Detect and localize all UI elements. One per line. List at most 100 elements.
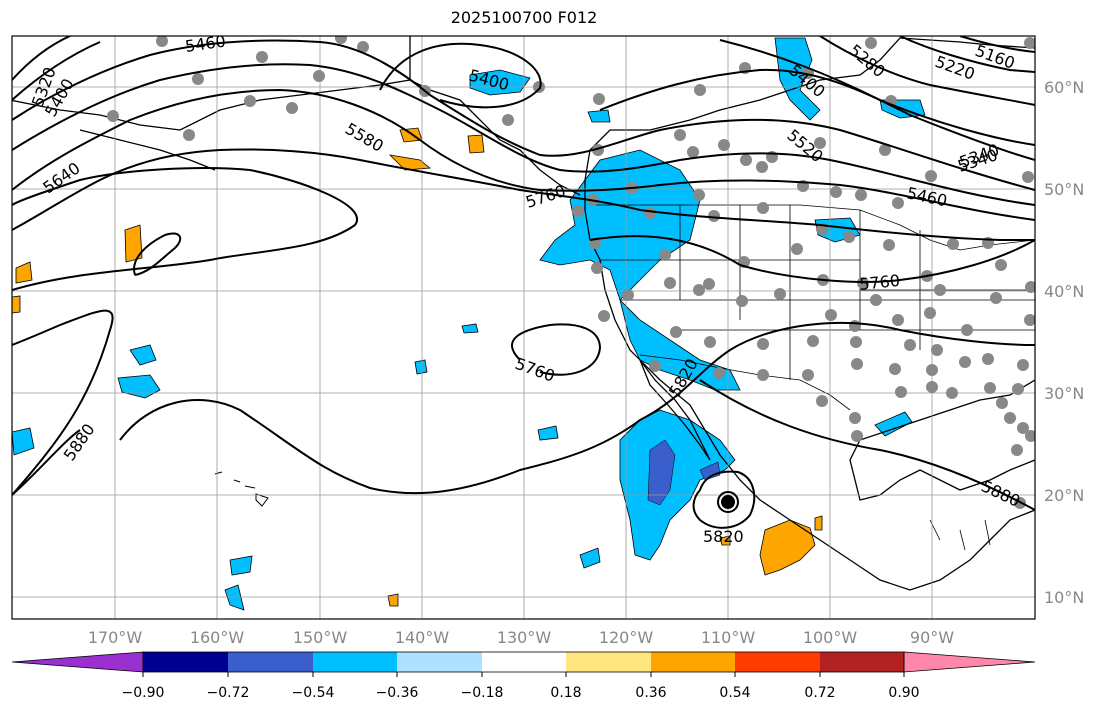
shade-baja-core-2 [699,461,721,481]
lon-axis-labels: 170°W 160°W 150°W 140°W 130°W 120°W 110°… [88,628,954,647]
lon-tick-label: 130°W [497,628,552,647]
colorbar-tick-label: 0.90 [888,685,919,701]
shade-gulf-alaska-3 [467,134,485,154]
colorbar-tick-label: 0.18 [550,685,581,701]
colorbar-swatch [397,652,482,672]
lon-tick-label: 140°W [395,628,450,647]
contour-5880-main [12,322,1035,496]
contour-5580 [12,88,1035,221]
shade-mx-small-2 [814,515,823,531]
colorbar-tick-label: 0.54 [719,685,750,701]
contour-5760-pac [12,167,358,291]
shade-pac-w-3 [12,295,21,314]
contour-inner-loop [133,232,182,276]
lon-tick-label: 170°W [88,628,143,647]
contour-label: 5760 [858,271,900,294]
colorbar-swatch [482,652,566,672]
contour-5520 [12,63,1035,206]
colorbar-extend-low [11,651,144,673]
lon-tick-label: 90°W [910,628,954,647]
lat-tick-label: 60°N [1044,78,1084,97]
colorbar-tick-label: −0.54 [292,685,335,701]
colorbar-swatch [143,652,228,672]
shade-mexico-coast [759,519,816,576]
shade-pac-3 [12,427,35,456]
shade-pac-5 [224,584,245,611]
colorbar-tick-label: −0.90 [122,685,165,701]
colorbar-swatch [820,652,904,672]
shade-pac-9 [461,323,479,334]
colorbar-ticks [142,672,905,677]
contour-5280 [819,36,1035,106]
coast-gulf-of-mexico [849,379,1035,501]
low-center-dot [721,495,735,509]
shaded-positive-regions [12,127,823,607]
shade-pac-w-1 [124,224,143,263]
shade-pac-w-2 [15,261,33,284]
shade-pac-6 [537,425,559,441]
shade-mx-small [719,535,731,546]
shade-pac-4 [229,555,253,576]
shaded-strong-negative [647,439,721,506]
contour-5340 [12,36,1035,146]
contour-label: 5460 [184,31,227,55]
lat-tick-label: 20°N [1044,486,1084,505]
colorbar-tick-label: −0.18 [461,685,504,701]
shade-pac-1 [129,344,157,366]
colorbar-swatch [651,652,735,672]
shade-west-coast [539,149,741,391]
colorbar-swatch [735,652,820,672]
shade-baja-core [647,439,676,506]
contour-5160 [959,36,1035,53]
colorbar-extend-high [903,651,1036,673]
lon-tick-label: 150°W [293,628,348,647]
contour-5640 [12,148,1035,241]
shade-pac-2 [117,374,161,399]
shade-pac-s [387,593,399,607]
lat-axis-labels: 60°N 50°N 40°N 30°N 20°N 10°N [1044,78,1084,607]
aleutians [79,129,216,171]
lon-tick-label: 160°W [190,628,245,647]
colorbar-tick-label: −0.72 [207,685,250,701]
contour-5400 [12,41,1035,161]
colorbar-tick-label: −0.36 [376,685,419,701]
coast-alaska [12,36,581,196]
colorbar-tick-label: 0.72 [804,685,835,701]
lon-tick-label: 120°W [599,628,654,647]
coast-north-america-west [584,37,1035,591]
lat-tick-label: 10°N [1044,588,1084,607]
coastlines [12,36,1035,591]
contour-low-center [717,491,739,513]
contour-5760-cont [589,235,1035,283]
shade-pac-8 [414,359,428,375]
contour-5760-loop [510,323,602,376]
lon-tick-label: 100°W [803,628,858,647]
shade-gulf-alaska-2 [388,154,432,171]
graticule [12,36,1035,619]
colorbar-swatch [313,652,397,672]
contour-label: 5820 [703,527,744,546]
contour-5880-west [12,309,114,496]
lat-tick-label: 30°N [1044,384,1084,403]
map-frame [11,35,1036,620]
colorbar: −0.90 −0.72 −0.54 −0.36 −0.18 0.18 0.36 … [11,651,1036,701]
lat-tick-label: 50°N [1044,180,1084,199]
contour-5460 [12,39,1035,191]
map-background [12,36,1035,619]
shade-pac-7 [579,547,601,569]
colorbar-tick-label: 0.36 [635,685,666,701]
lat-tick-label: 40°N [1044,282,1084,301]
colorbar-swatch [566,652,651,672]
colorbar-swatch [228,652,313,672]
contour-5820 [692,470,756,529]
colorbar-outline [142,651,905,673]
contour-5880-east [699,379,1035,511]
contour-5220 [899,36,1035,73]
height-contours [12,36,1035,529]
hawaii-islands [214,471,269,507]
shade-baja-plume [619,409,736,561]
shade-nw-pacific [469,69,531,96]
lon-tick-label: 110°W [701,628,756,647]
